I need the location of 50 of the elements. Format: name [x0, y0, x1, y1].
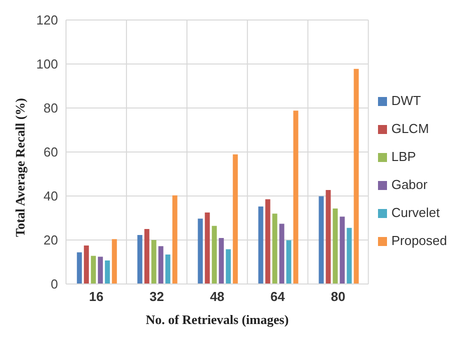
y-tick-label: 40 — [44, 188, 58, 204]
x-tick-label: 32 — [149, 289, 164, 304]
y-axis-title: Total Average Recall (%) — [12, 98, 28, 237]
legend-label: GLCM — [391, 121, 429, 136]
bar — [151, 240, 156, 284]
bar — [204, 212, 210, 284]
bar — [293, 110, 298, 284]
bar — [354, 68, 359, 284]
bar — [232, 154, 238, 284]
x-tick-label: 48 — [210, 289, 224, 304]
bar — [84, 246, 89, 284]
bar — [332, 208, 338, 284]
bar — [104, 260, 110, 284]
y-tick-label: 20 — [44, 232, 58, 248]
y-tick-label: 80 — [44, 100, 58, 116]
bar — [318, 196, 324, 284]
bar — [272, 214, 278, 284]
x-tick-label: 64 — [270, 289, 286, 304]
x-tick-label: 80 — [330, 289, 346, 304]
x-tick-label: 16 — [89, 289, 104, 304]
legend-label: LBP — [391, 149, 416, 164]
bar — [98, 256, 103, 284]
bar — [212, 226, 217, 284]
bar — [165, 254, 170, 284]
bar — [326, 190, 331, 284]
y-tick-label: 60 — [44, 144, 58, 160]
bar — [158, 246, 164, 284]
bar — [258, 206, 264, 284]
legend-label: Proposed — [391, 233, 447, 248]
bar — [144, 229, 150, 284]
bar — [137, 234, 142, 284]
y-tick-label: 120 — [36, 12, 58, 28]
legend-label: Gabor — [391, 177, 428, 192]
bar — [172, 195, 178, 284]
legend-label: Curvelet — [391, 205, 440, 220]
y-tick-label: 0 — [50, 276, 58, 292]
bar — [226, 249, 231, 284]
x-axis-title: No. of Retrievals (images) — [146, 312, 289, 327]
bar — [265, 199, 270, 284]
bar — [286, 240, 292, 284]
legend-label: DWT — [391, 93, 421, 108]
bar — [198, 218, 203, 284]
bar — [112, 239, 117, 284]
bar — [340, 216, 345, 284]
bar — [90, 256, 96, 284]
bar — [279, 224, 284, 284]
bar — [218, 238, 224, 284]
bar — [76, 252, 82, 284]
bar — [346, 228, 352, 284]
y-tick-label: 100 — [36, 56, 58, 72]
